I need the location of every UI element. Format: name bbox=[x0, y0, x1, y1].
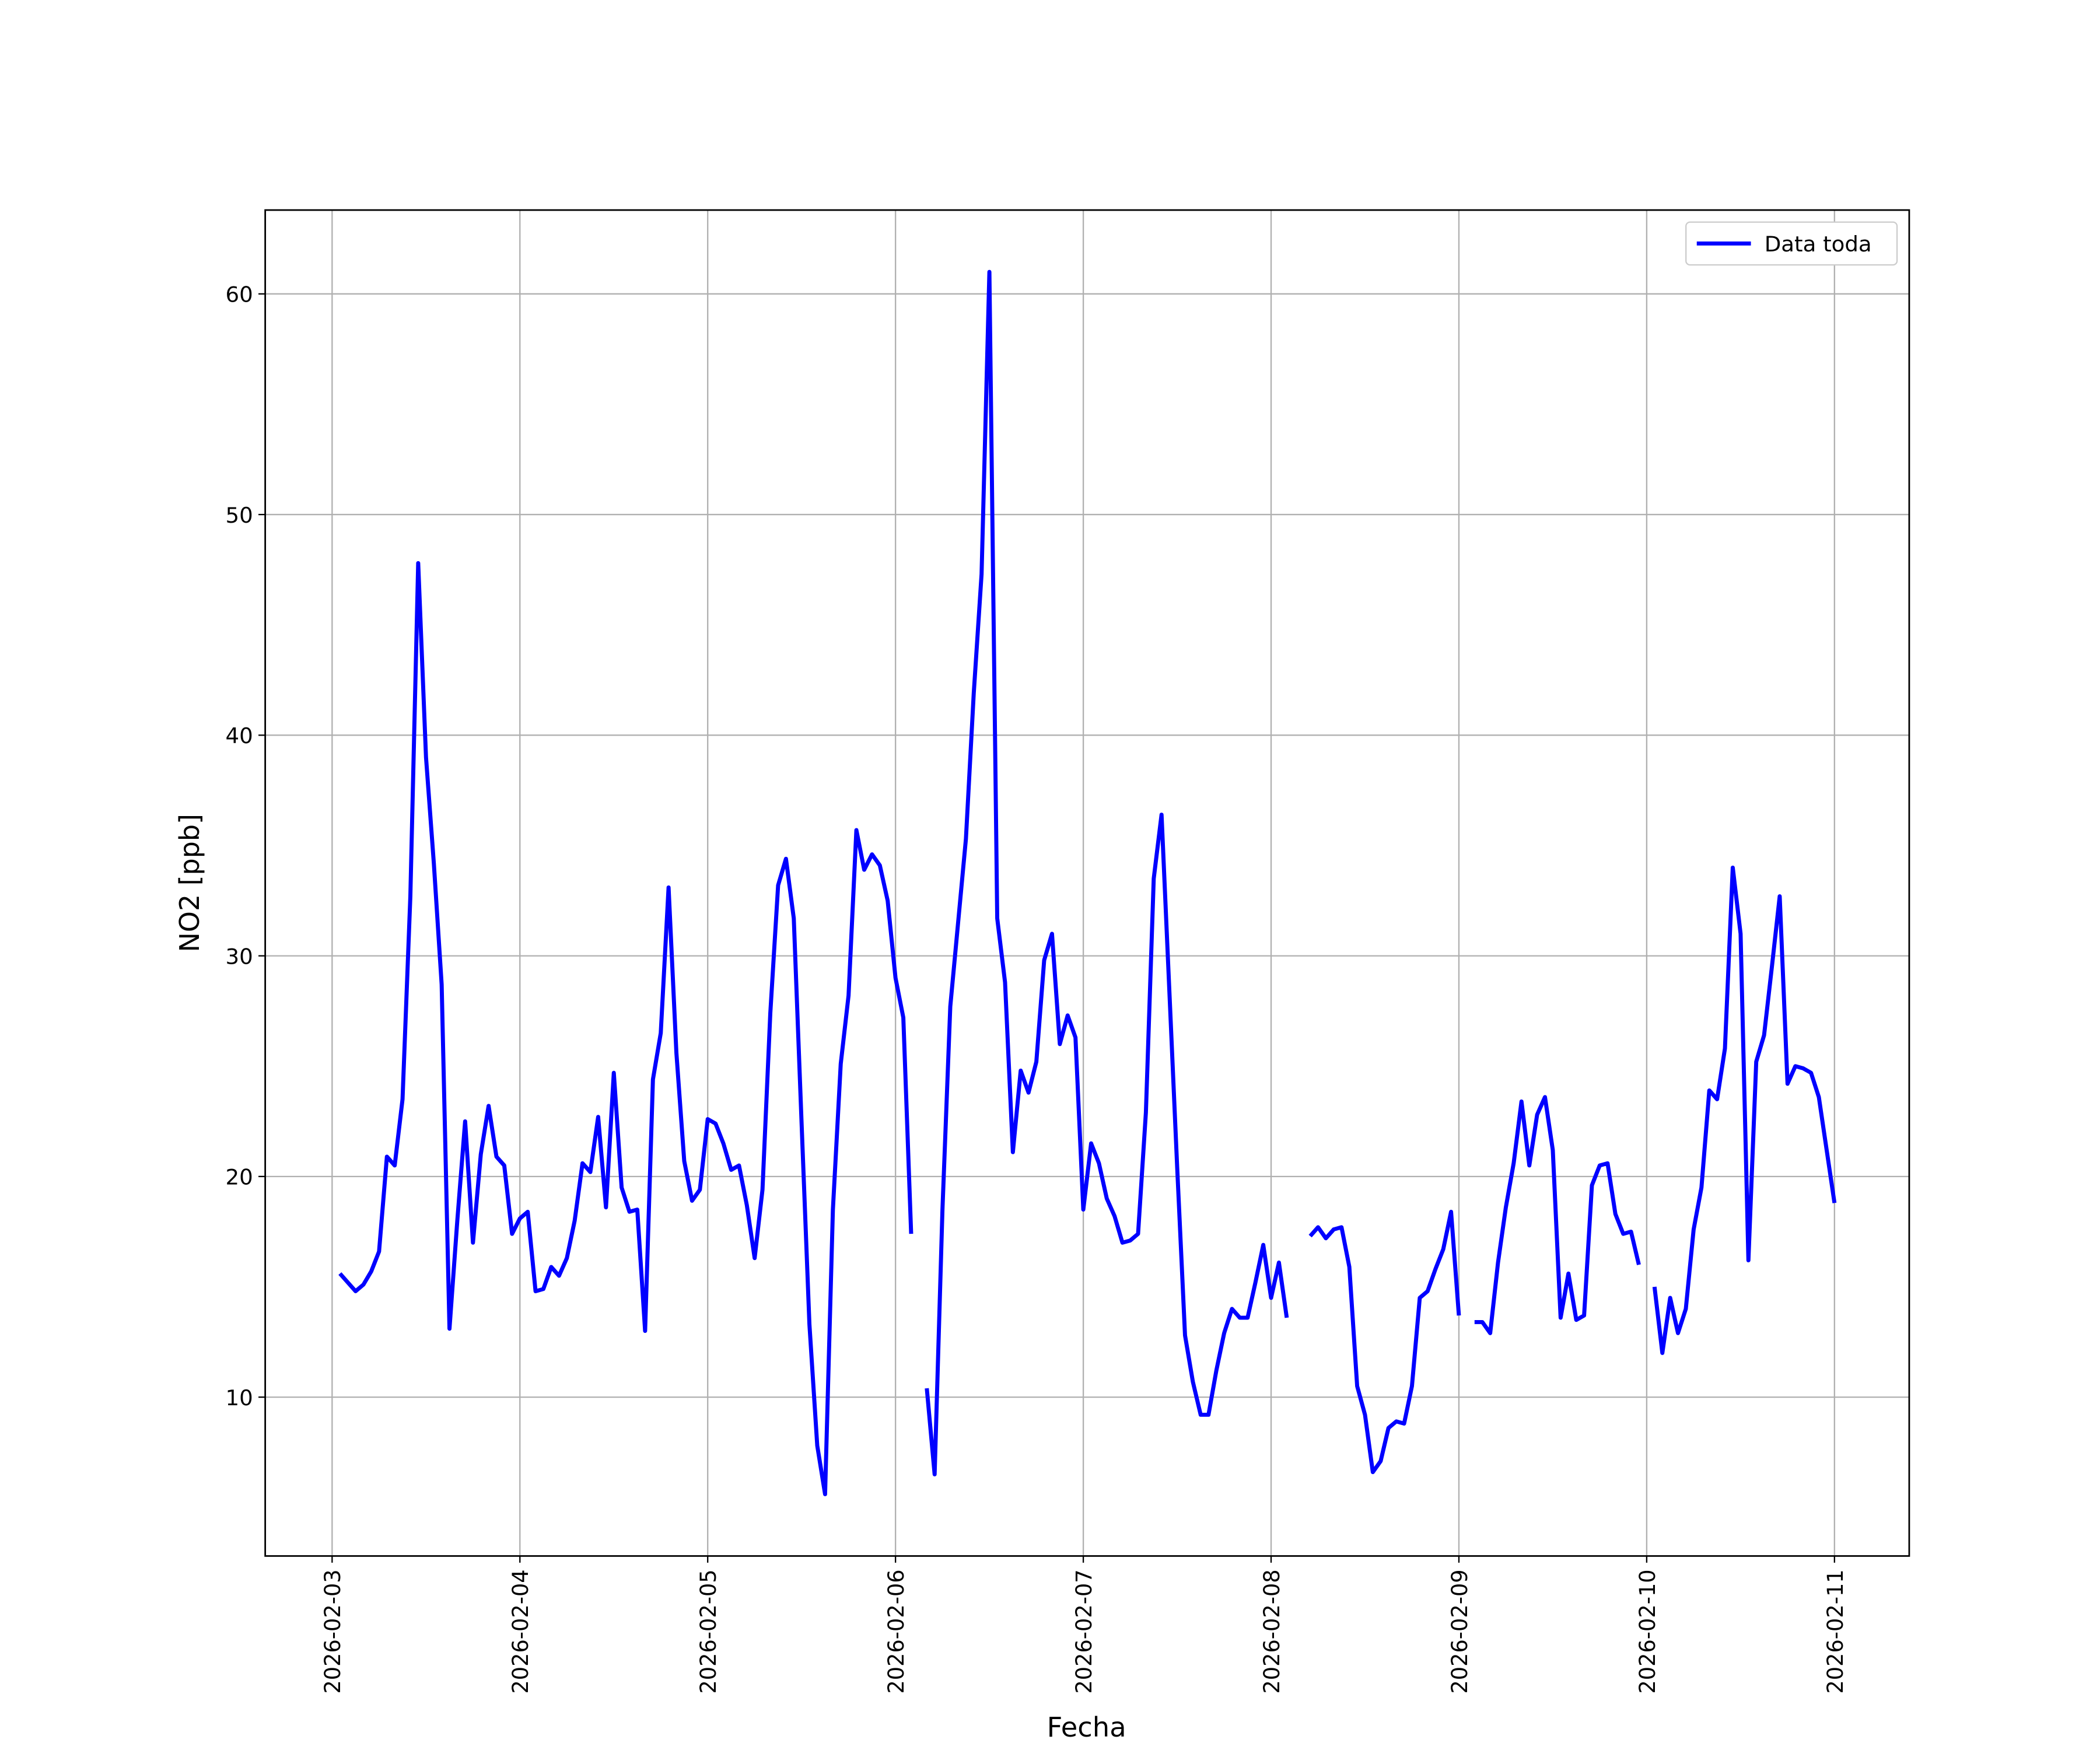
x-tick-label: 2026-02-07 bbox=[1072, 1569, 1097, 1693]
x-tick-label: 2026-02-11 bbox=[1823, 1569, 1848, 1693]
y-axis-label: NO2 [ppb] bbox=[174, 814, 205, 952]
x-tick-label: 2026-02-10 bbox=[1635, 1569, 1660, 1693]
y-tick-label: 50 bbox=[226, 503, 253, 528]
plot-frame bbox=[264, 209, 1910, 1557]
x-tick-label: 2026-02-03 bbox=[320, 1569, 345, 1693]
x-tick-label: 2026-02-08 bbox=[1259, 1569, 1284, 1693]
legend-label: Data toda bbox=[1765, 232, 1872, 257]
y-tick-label: 30 bbox=[226, 944, 253, 970]
y-tick-label: 10 bbox=[226, 1385, 253, 1410]
x-tick-label: 2026-02-04 bbox=[508, 1569, 533, 1693]
x-tick-label: 2026-02-06 bbox=[884, 1569, 909, 1693]
x-tick-label: 2026-02-05 bbox=[696, 1569, 721, 1693]
y-tick-label: 60 bbox=[226, 282, 253, 307]
data-line bbox=[338, 270, 1837, 1496]
y-tick-label: 20 bbox=[226, 1165, 253, 1190]
legend-box bbox=[1685, 221, 1898, 266]
y-tick-label: 40 bbox=[226, 723, 253, 748]
x-axis-label: Fecha bbox=[1047, 1712, 1126, 1743]
x-tick-label: 2026-02-09 bbox=[1447, 1569, 1472, 1693]
